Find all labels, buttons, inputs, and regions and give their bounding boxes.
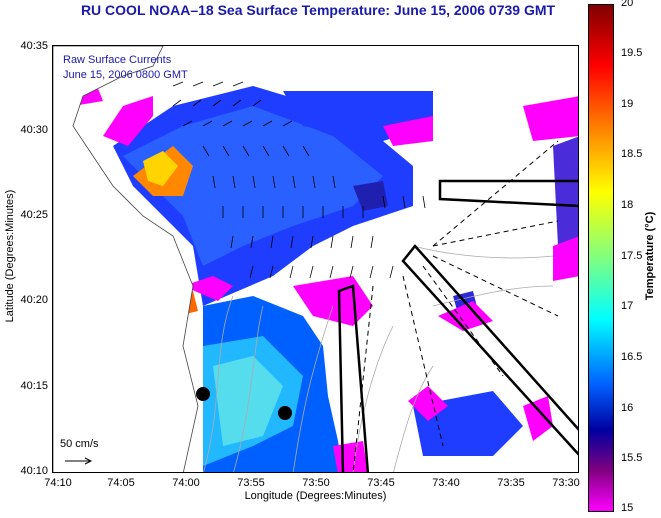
xtick: 74:10 (44, 477, 72, 489)
current-vectors (172, 81, 426, 279)
xtick: 74:05 (107, 477, 135, 489)
temperature-colorbar (588, 4, 614, 512)
ytick: 40:15 (20, 380, 48, 392)
sst-field (63, 76, 578, 472)
ytick: 40:35 (20, 40, 48, 52)
colorbar-tick: 15 (621, 502, 634, 514)
station-marker (278, 406, 292, 420)
xtick: 73:45 (367, 477, 395, 489)
map-canvas (53, 46, 578, 472)
colorbar-tick: 16.5 (621, 351, 643, 363)
bathymetry-contours (203, 245, 554, 472)
station-marker (196, 387, 210, 401)
scale-label: 50 cm/s (60, 438, 99, 450)
colorbar-tick: 19.5 (621, 47, 643, 59)
colorbar-label: Temperature (°C) (644, 211, 656, 301)
ytick: 40:25 (20, 209, 48, 221)
xtick: 73:30 (552, 477, 580, 489)
colorbar-tick: 18 (621, 199, 634, 211)
sampling-boxes (337, 179, 578, 472)
xtick: 73:35 (497, 477, 525, 489)
sst-map: Raw Surface Currents June 15, 2006 0800 … (52, 45, 579, 473)
colorbar-tick: 18.5 (621, 148, 643, 160)
colorbar-tick: 20 (621, 0, 634, 9)
colorbar-tick: 17 (621, 300, 634, 312)
colorbar-tick: 15.5 (621, 452, 643, 464)
radial-dashed-lines (352, 140, 559, 472)
ytick: 40:30 (20, 124, 48, 136)
xtick: 73:50 (302, 477, 330, 489)
colorbar-tick: 16 (621, 402, 634, 414)
xtick: 73:40 (432, 477, 460, 489)
ytick: 40:10 (20, 465, 48, 477)
overlay-line1: Raw Surface Currents (63, 54, 172, 66)
land-mass (53, 46, 199, 472)
xtick: 74:00 (172, 477, 200, 489)
colorbar-tick: 17.5 (621, 250, 643, 262)
map-title: RU COOL NOAA–18 Sea Surface Temperature:… (80, 2, 556, 18)
xtick: 73:55 (237, 477, 265, 489)
x-axis-label: Longitude (Degrees:Minutes) (244, 490, 387, 502)
overlay-line2: June 15, 2006 0800 GMT (63, 69, 188, 81)
y-axis-label: Latitude (Degrees:Minutes) (4, 189, 16, 323)
colorbar-tick: 19 (621, 98, 634, 110)
ytick: 40:20 (20, 294, 48, 306)
scale-arrow (65, 457, 93, 465)
